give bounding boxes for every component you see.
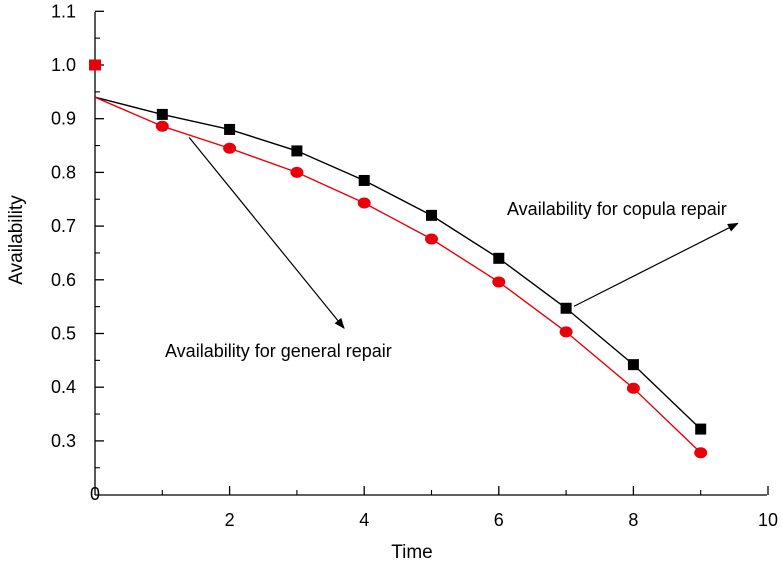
series-0-line bbox=[94, 96, 702, 430]
x-tick-label: 10 bbox=[758, 510, 778, 530]
y-tick-label: 0.7 bbox=[51, 216, 76, 236]
series-layer bbox=[89, 59, 708, 459]
y-tick-label: 0.9 bbox=[51, 109, 76, 129]
origin-label: 0 bbox=[90, 484, 100, 504]
x-tick-label: 8 bbox=[628, 510, 638, 530]
series-1-point bbox=[425, 233, 438, 245]
series-1-point bbox=[223, 142, 237, 154]
series-0-point bbox=[224, 123, 236, 135]
axes bbox=[94, 12, 767, 496]
annotation-arrow bbox=[573, 222, 739, 307]
series-0-point bbox=[156, 108, 168, 120]
series-0-point bbox=[627, 359, 639, 371]
annotation-arrow bbox=[188, 137, 345, 329]
series-0-point bbox=[291, 145, 303, 157]
series-0-point bbox=[493, 252, 505, 264]
series-1-point bbox=[626, 382, 640, 394]
series-1-point bbox=[290, 166, 304, 178]
series-1-point bbox=[492, 276, 506, 288]
series-1-point bbox=[357, 197, 371, 209]
y-tick-label: 0.3 bbox=[51, 431, 76, 451]
annotation-label: Availability for general repair bbox=[165, 341, 392, 361]
x-axis-title: Time bbox=[391, 542, 433, 563]
ticks bbox=[95, 10, 769, 495]
annotation-layer: Availability for copula repair Availabili… bbox=[165, 137, 739, 361]
x-tick-label: 2 bbox=[225, 510, 235, 530]
series-0-point bbox=[560, 302, 572, 314]
x-tick-label: 6 bbox=[494, 510, 504, 530]
initial-point bbox=[89, 59, 101, 71]
series-1-point bbox=[155, 120, 169, 132]
y-tick-label: 0.4 bbox=[51, 377, 76, 397]
y-tick-label: 0.8 bbox=[51, 162, 76, 182]
series-1-point bbox=[559, 326, 573, 338]
x-tick-label: 4 bbox=[359, 510, 369, 530]
y-tick-label: 1.0 bbox=[51, 55, 76, 75]
y-tick-label: 1.1 bbox=[51, 1, 76, 21]
series-0-point bbox=[358, 174, 370, 186]
y-axis-title: Availability bbox=[6, 195, 27, 285]
y-tick-label: 0.5 bbox=[51, 324, 76, 344]
annotation-label: Availability for copula repair bbox=[507, 199, 727, 219]
y-tick-label: 0.6 bbox=[51, 270, 76, 290]
series-1-point bbox=[694, 447, 708, 459]
series-0-point bbox=[695, 423, 707, 435]
series-1-line bbox=[94, 96, 702, 454]
series-0-point bbox=[426, 209, 437, 221]
tick-labels: 2 4 6 8 10 0.3 0.4 0.5 0.6 0.7 0.8 0.9 1.0 1.1 0 bbox=[51, 1, 778, 530]
